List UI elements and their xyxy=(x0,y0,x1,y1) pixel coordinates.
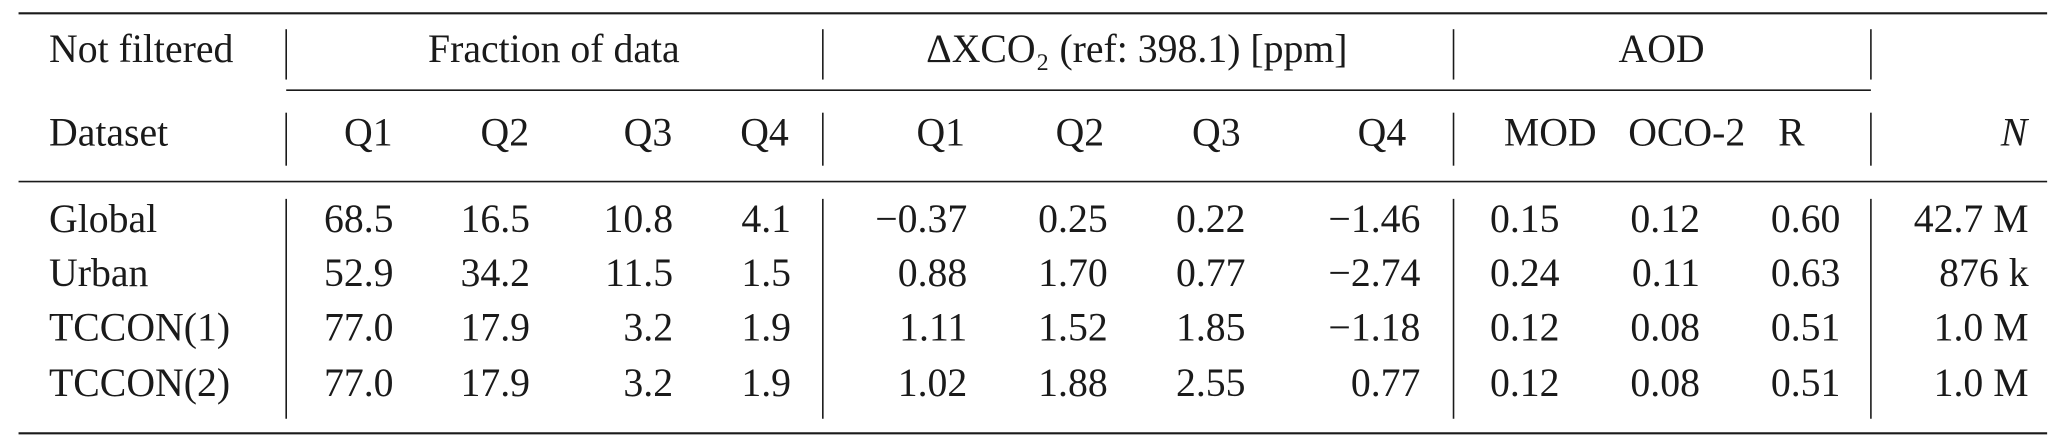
cell: 0.08 xyxy=(1630,361,1700,405)
cell: 0.22 xyxy=(1176,197,1246,241)
cell: 0.12 xyxy=(1490,361,1560,405)
cell: 0.11 xyxy=(1632,251,1700,295)
column-header: R xyxy=(1778,111,1805,155)
cell: −0.37 xyxy=(875,197,967,241)
cell: 0.24 xyxy=(1490,251,1560,295)
group-label: Fraction of data xyxy=(428,27,680,71)
cell: 3.2 xyxy=(623,305,673,349)
cell: 4.1 xyxy=(741,197,791,241)
column-header: Q4 xyxy=(1358,111,1407,155)
cell: −2.74 xyxy=(1328,251,1420,295)
row-label: Urban xyxy=(49,251,148,295)
cell: 0.51 xyxy=(1771,361,1841,405)
cell: 3.2 xyxy=(623,361,673,405)
column-header: Q4 xyxy=(740,111,789,155)
cell: 0.60 xyxy=(1771,197,1841,241)
cell: 1.88 xyxy=(1038,361,1108,405)
row-header-label: Dataset xyxy=(49,111,168,155)
corner-label: Not filtered xyxy=(49,27,233,71)
group-label: AOD xyxy=(1618,27,1704,71)
cell: 16.5 xyxy=(460,197,530,241)
column-header: Q1 xyxy=(344,111,393,155)
cell: 1.52 xyxy=(1038,305,1108,349)
cell: 0.08 xyxy=(1630,305,1700,349)
cell: 68.5 xyxy=(324,197,394,241)
cell: 17.9 xyxy=(460,361,530,405)
cell: 42.7 M xyxy=(1914,197,2029,241)
cell: 1.70 xyxy=(1038,251,1108,295)
cell: −1.46 xyxy=(1328,197,1420,241)
cell: 0.15 xyxy=(1490,197,1560,241)
cell: 1.11 xyxy=(899,305,967,349)
cell: 0.88 xyxy=(898,251,968,295)
column-header: OCO-2 xyxy=(1628,111,1745,155)
cell: 2.55 xyxy=(1176,361,1246,405)
cell: 11.5 xyxy=(605,251,673,295)
cell: 0.77 xyxy=(1351,361,1421,405)
cell: 10.8 xyxy=(604,197,674,241)
cell: 17.9 xyxy=(460,305,530,349)
cell: 1.02 xyxy=(898,361,968,405)
cell: 1.9 xyxy=(741,361,791,405)
cell: 52.9 xyxy=(324,251,394,295)
cell: 0.12 xyxy=(1490,305,1560,349)
column-header: Q1 xyxy=(916,111,965,155)
column-header: N xyxy=(2000,111,2030,155)
cell: 1.5 xyxy=(741,251,791,295)
cell: 77.0 xyxy=(324,361,394,405)
cell: 1.85 xyxy=(1176,305,1246,349)
cell: 876 k xyxy=(1939,251,2029,295)
row-label: TCCON(2) xyxy=(49,361,230,405)
cell: −1.18 xyxy=(1328,305,1420,349)
cell: 0.25 xyxy=(1038,197,1108,241)
cell: 1.0 M xyxy=(1934,361,2029,405)
column-header: Q3 xyxy=(624,111,673,155)
group-label: ΔXCO₂ (ref: 398.1) [ppm] xyxy=(926,27,1347,71)
cell: 0.77 xyxy=(1176,251,1246,295)
row-label: Global xyxy=(49,197,157,241)
column-header: Q2 xyxy=(481,111,530,155)
cell: 77.0 xyxy=(324,305,394,349)
cell: 34.2 xyxy=(460,251,530,295)
cell: 0.51 xyxy=(1771,305,1841,349)
column-header: Q3 xyxy=(1192,111,1241,155)
cell: 1.0 M xyxy=(1934,305,2029,349)
column-header: Q2 xyxy=(1056,111,1105,155)
cell: 0.12 xyxy=(1630,197,1700,241)
cell: 1.9 xyxy=(741,305,791,349)
row-label: TCCON(1) xyxy=(49,305,230,349)
column-header: MOD xyxy=(1504,111,1597,155)
cell: 0.63 xyxy=(1771,251,1841,295)
